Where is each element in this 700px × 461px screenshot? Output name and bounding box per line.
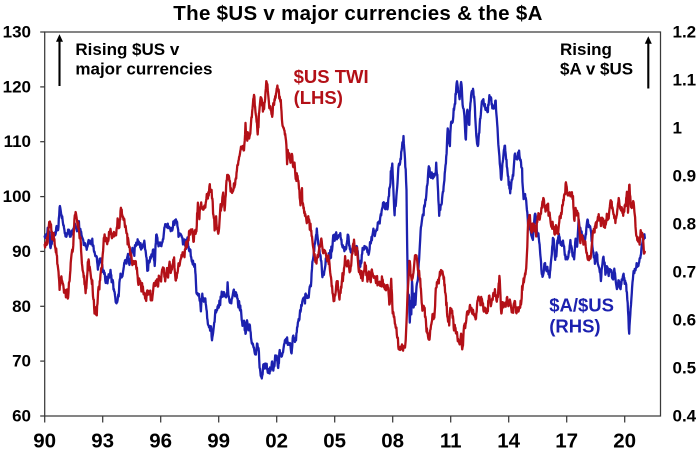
svg-text:Rising $US v: Rising $US v xyxy=(75,40,179,59)
svg-text:100: 100 xyxy=(3,187,31,206)
svg-text:120: 120 xyxy=(3,77,31,96)
svg-text:93: 93 xyxy=(91,430,114,453)
svg-text:(RHS): (RHS) xyxy=(549,316,600,337)
svg-text:70: 70 xyxy=(12,352,31,371)
svg-text:0.8: 0.8 xyxy=(673,215,697,234)
svg-text:0.5: 0.5 xyxy=(673,359,697,378)
svg-text:02: 02 xyxy=(265,430,288,453)
svg-text:20: 20 xyxy=(613,430,636,453)
svg-text:1.2: 1.2 xyxy=(673,23,697,42)
svg-text:0.9: 0.9 xyxy=(673,167,697,186)
svg-text:0.4: 0.4 xyxy=(673,407,697,426)
svg-text:0.7: 0.7 xyxy=(673,263,697,282)
svg-text:11: 11 xyxy=(440,430,462,453)
svg-text:1: 1 xyxy=(673,119,682,138)
svg-text:0.6: 0.6 xyxy=(673,311,697,330)
svg-text:$A v $US: $A v $US xyxy=(560,60,633,79)
svg-text:90: 90 xyxy=(12,242,31,261)
svg-text:80: 80 xyxy=(12,297,31,316)
svg-text:(LHS): (LHS) xyxy=(294,87,343,108)
svg-text:08: 08 xyxy=(381,430,404,453)
svg-text:1.1: 1.1 xyxy=(673,71,697,90)
svg-text:Rising: Rising xyxy=(560,40,612,59)
svg-text:14: 14 xyxy=(497,430,520,453)
svg-text:The $US v major currencies & t: The $US v major currencies & the $A xyxy=(173,2,542,25)
svg-text:05: 05 xyxy=(323,430,346,453)
svg-text:110: 110 xyxy=(4,132,31,151)
svg-text:99: 99 xyxy=(207,430,230,453)
svg-text:60: 60 xyxy=(12,407,31,426)
svg-text:96: 96 xyxy=(149,430,172,453)
svg-text:$A/$US: $A/$US xyxy=(549,295,614,316)
svg-text:major currencies: major currencies xyxy=(75,60,212,79)
svg-text:$US TWI: $US TWI xyxy=(294,66,369,87)
svg-text:130: 130 xyxy=(3,23,31,42)
svg-text:90: 90 xyxy=(33,430,56,453)
svg-text:17: 17 xyxy=(555,430,578,453)
